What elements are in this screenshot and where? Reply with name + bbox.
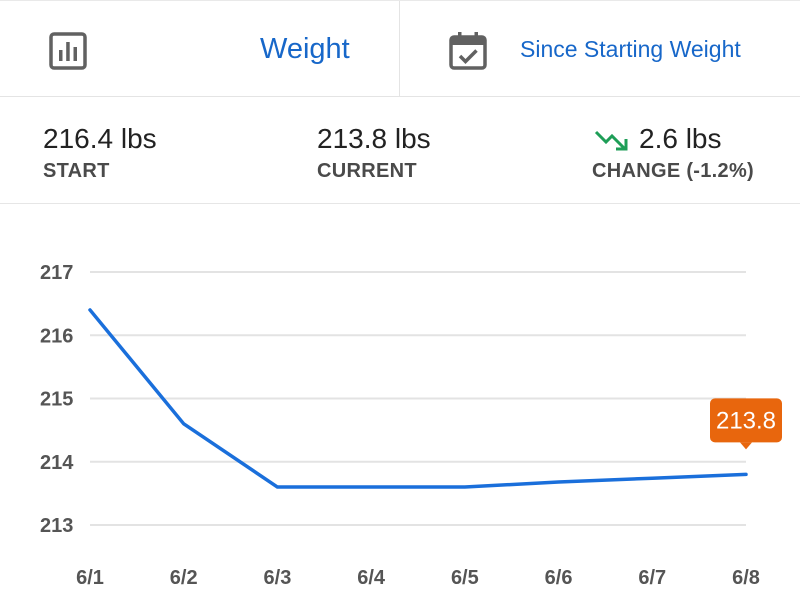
bar-chart-icon xyxy=(49,32,87,70)
x-tick-label: 6/1 xyxy=(76,567,104,589)
header-divider xyxy=(399,1,400,97)
current-weight-label: CURRENT xyxy=(317,160,417,182)
current-weight-value: 213.8 lbs xyxy=(317,123,431,154)
value-callout-pointer xyxy=(740,442,752,450)
date-range-selector[interactable]: Since Starting Weight xyxy=(400,1,800,97)
y-tick-label: 215 xyxy=(40,389,73,411)
y-tick-label: 216 xyxy=(40,325,73,347)
value-callout-label: 213.8 xyxy=(716,407,776,434)
x-tick-label: 6/3 xyxy=(264,567,292,589)
y-tick-label: 213 xyxy=(40,515,73,537)
value-callout xyxy=(710,398,782,443)
x-tick-label: 6/7 xyxy=(638,567,666,589)
date-range-label: Since Starting Weight xyxy=(520,36,741,62)
stats-summary: 216.4 lbs START 213.8 lbs CURRENT 2.6 lb… xyxy=(0,97,800,204)
y-tick-label: 214 xyxy=(40,452,74,474)
x-tick-label: 6/6 xyxy=(545,567,573,589)
y-tick-label: 217 xyxy=(40,262,73,284)
weight-change-label: CHANGE (-1.2%) xyxy=(592,160,754,182)
weight-change-value: 2.6 lbs xyxy=(639,123,722,154)
start-weight-value: 216.4 lbs xyxy=(43,123,157,154)
weight-line-chart: 217 216 215 214 213 6/1 6/2 6/3 6/4 6/5 6/6 6/7 6/8 2… xyxy=(40,262,782,589)
weight-series-line xyxy=(88,308,748,489)
top-bar: Weight Since Starting Weight xyxy=(0,0,800,97)
metric-selector[interactable]: Weight xyxy=(0,1,399,97)
x-tick-label: 6/5 xyxy=(451,567,479,589)
start-weight-label: START xyxy=(43,160,110,182)
metric-label: Weight xyxy=(260,33,350,65)
calendar-check-icon xyxy=(449,32,487,70)
x-tick-label: 6/4 xyxy=(357,567,386,589)
trending-down-icon xyxy=(594,130,628,151)
x-tick-label: 6/2 xyxy=(170,567,198,589)
x-tick-label: 6/8 xyxy=(732,567,760,589)
weight-chart: 217 216 215 214 213 6/1 6/2 6/3 6/4 6/5 6/6 6/7 6/8 2… xyxy=(0,204,800,600)
